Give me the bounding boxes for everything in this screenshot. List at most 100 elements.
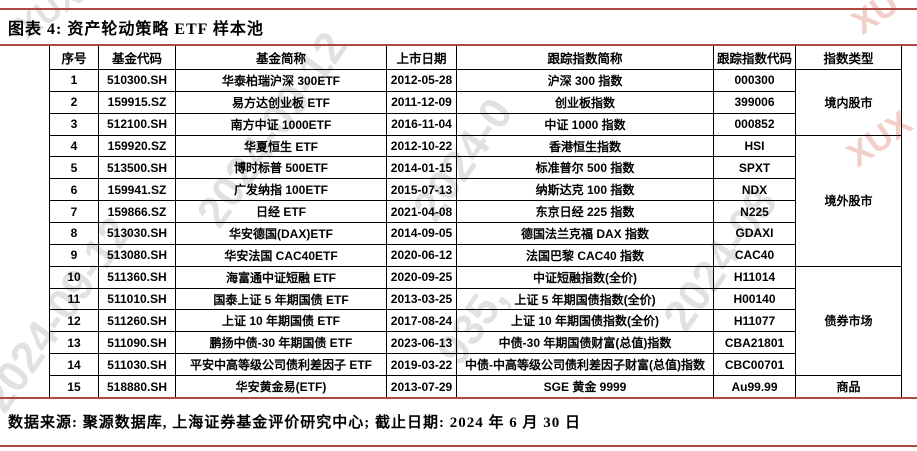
cell-fund-name: 华安黄金易(ETF) (175, 375, 387, 397)
cell-list-date: 2019-03-22 (386, 353, 457, 377)
table-row: 9 513080.SH 华安法国 CAC40ETF 2020-06-12 法国巴… (49, 243, 902, 267)
cell-fund-code: 513030.SH (98, 222, 176, 245)
table-row: 1 510300.SH 华泰柏瑞沪深 300ETF 2012-05-28 沪深 … (49, 69, 902, 136)
table-row: 11 511010.SH 国泰上证 5 年期国债 ETF 2013-03-25 … (49, 287, 902, 311)
cell-index-name: 香港恒生指数 (456, 134, 714, 158)
cell-list-date: 2021-04-08 (386, 200, 457, 224)
header-index-code: 跟踪指数代码 (713, 46, 796, 70)
cell-index-code: CBC00701 (713, 353, 796, 377)
cell-fund-name: 平安中高等级公司债利差因子 ETF (175, 353, 387, 377)
header-list-date: 上市日期 (386, 46, 457, 70)
cell-index-code: CAC40 (713, 243, 796, 267)
cell-fund-code: 511030.SH (98, 353, 176, 377)
cell-no: 14 (49, 353, 99, 377)
title-divider-line (0, 44, 917, 46)
cell-index-name: 中证短融指数(全价) (456, 265, 714, 289)
cell-fund-name: 上证 10 年期国债 ETF (175, 309, 387, 333)
cell-index-name: 中债-30 年期国债财富(总值)指数 (456, 331, 714, 355)
cell-no: 13 (49, 331, 99, 355)
cell-index-name: 东京日经 225 指数 (456, 200, 714, 224)
cell-index-code: N225 (713, 200, 796, 224)
figure-title: 图表 4: 资产轮动策略 ETF 样本池 (8, 21, 264, 38)
cell-index-name: 中债-中高等级公司债利差因子财富(总值)指数 (456, 353, 714, 377)
cell-index-code: H11014 (713, 265, 796, 289)
cell-index-name: 上证 5 年期国债指数(全价) (456, 287, 714, 311)
header-fund-code: 基金代码 (98, 46, 176, 70)
cell-fund-name: 华安法国 CAC40ETF (175, 243, 387, 267)
cell-index-type-bond-market: 债券市场 (795, 265, 902, 377)
cell-index-name: 德国法兰克福 DAX 指数 (456, 222, 714, 245)
cell-fund-name: 国泰上证 5 年期国债 ETF (175, 287, 387, 311)
cell-list-date: 2016-11-04 (386, 112, 457, 136)
cell-index-name: 上证 10 年期国债指数(全价) (456, 309, 714, 333)
cell-fund-code: 159941.SZ (98, 178, 176, 202)
cell-list-date: 2014-01-15 (386, 156, 457, 180)
cell-no: 9 (49, 243, 99, 267)
cell-no: 12 (49, 309, 99, 333)
cell-fund-name: 南方中证 1000ETF (175, 112, 387, 136)
cell-no: 7 (49, 200, 99, 224)
cell-fund-code: 512100.SH (98, 112, 176, 136)
table-header-row: 序号 基金代码 基金简称 上市日期 跟踪指数简称 跟踪指数代码 指数类型 (49, 46, 902, 70)
cell-fund-code: 518880.SH (98, 375, 176, 397)
cell-list-date: 2012-10-22 (386, 134, 457, 158)
bottom-rule-line (0, 445, 917, 447)
table-row: 3 512100.SH 南方中证 1000ETF 2016-11-04 中证 1… (49, 112, 902, 136)
cell-fund-name: 华安德国(DAX)ETF (175, 222, 387, 245)
cell-index-code: CBA21801 (713, 331, 796, 355)
cell-fund-name: 广发纳指 100ETF (175, 178, 387, 202)
cell-fund-code: 159866.SZ (98, 200, 176, 224)
cell-list-date: 2013-03-25 (386, 287, 457, 311)
table-row: 13 511090.SH 鹏扬中债-30 年期国债 ETF 2023-06-13… (49, 331, 902, 355)
cell-index-name: 创业板指数 (456, 90, 714, 114)
cell-list-date: 2014-09-05 (386, 222, 457, 245)
cell-index-code: SPXT (713, 156, 796, 180)
cell-index-code: H11077 (713, 309, 796, 333)
cell-index-code: NDX (713, 178, 796, 202)
cell-no: 5 (49, 156, 99, 180)
cell-list-date: 2012-05-28 (386, 69, 457, 92)
table-bottom-rule-line (0, 397, 917, 399)
cell-index-name: 沪深 300 指数 (456, 69, 714, 92)
cell-no: 15 (49, 375, 99, 397)
cell-fund-code: 511090.SH (98, 331, 176, 355)
table-row: 7 159866.SZ 日经 ETF 2021-04-08 东京日经 225 指… (49, 200, 902, 224)
cell-no: 2 (49, 90, 99, 114)
cell-no: 1 (49, 69, 99, 92)
cell-index-code: 399006 (713, 90, 796, 114)
cell-fund-code: 159920.SZ (98, 134, 176, 158)
cell-fund-code: 510300.SH (98, 69, 176, 92)
cell-index-code: Au99.99 (713, 375, 796, 397)
watermark-text: XU (845, 0, 906, 43)
cell-list-date: 2013-07-29 (386, 375, 457, 397)
cell-index-type-overseas-stock: 境外股市 (795, 134, 902, 267)
table-row: 8 513030.SH 华安德国(DAX)ETF 2014-09-05 德国法兰… (49, 222, 902, 245)
cell-no: 8 (49, 222, 99, 245)
cell-list-date: 2011-12-09 (386, 90, 457, 114)
cell-fund-name: 华夏恒生 ETF (175, 134, 387, 158)
cell-index-name: 法国巴黎 CAC40 指数 (456, 243, 714, 267)
top-rule-line (0, 8, 917, 10)
cell-list-date: 2017-08-24 (386, 309, 457, 333)
cell-fund-name: 鹏扬中债-30 年期国债 ETF (175, 331, 387, 355)
cell-list-date: 2020-06-12 (386, 243, 457, 267)
cell-no: 3 (49, 112, 99, 136)
cell-list-date: 2015-07-13 (386, 178, 457, 202)
cell-fund-name: 华泰柏瑞沪深 300ETF (175, 69, 387, 92)
etf-sample-pool-table: 序号 基金代码 基金简称 上市日期 跟踪指数简称 跟踪指数代码 指数类型 1 5… (49, 46, 902, 397)
table-row: 14 511030.SH 平安中高等级公司债利差因子 ETF 2019-03-2… (49, 353, 902, 377)
data-source-note: 数据来源: 聚源数据库, 上海证券基金评价研究中心; 截止日期: 2024 年 … (8, 415, 581, 431)
table-row: 12 511260.SH 上证 10 年期国债 ETF 2017-08-24 上… (49, 309, 902, 333)
table-row: 4 159920.SZ 华夏恒生 ETF 2012-10-22 香港恒生指数 H… (49, 134, 902, 267)
table-row: 2 159915.SZ 易方达创业板 ETF 2011-12-09 创业板指数 … (49, 90, 902, 114)
cell-no: 4 (49, 134, 99, 158)
cell-fund-code: 159915.SZ (98, 90, 176, 114)
table-row: 5 513500.SH 博时标普 500ETF 2014-01-15 标准普尔 … (49, 156, 902, 180)
cell-index-name: 纳斯达克 100 指数 (456, 178, 714, 202)
cell-list-date: 2023-06-13 (386, 331, 457, 355)
cell-fund-code: 513500.SH (98, 156, 176, 180)
cell-fund-name: 日经 ETF (175, 200, 387, 224)
cell-index-code: 000300 (713, 69, 796, 92)
cell-fund-code: 511010.SH (98, 287, 176, 311)
